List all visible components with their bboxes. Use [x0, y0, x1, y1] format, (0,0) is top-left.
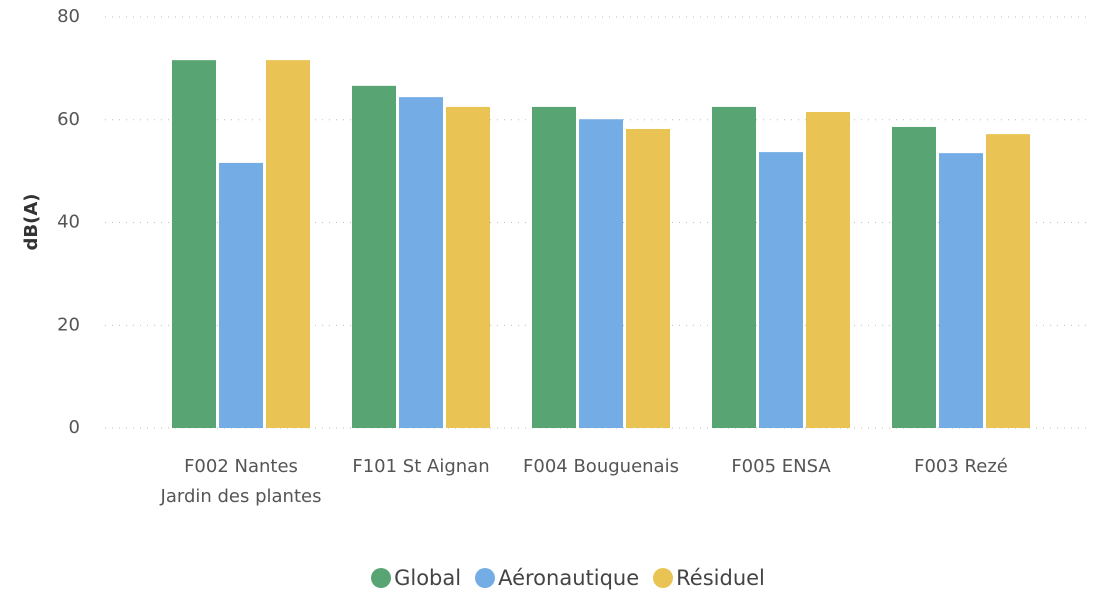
bar	[759, 152, 803, 428]
x-tick-label: F005 ENSA	[731, 456, 831, 477]
y-axis-label: dB(A)	[21, 194, 42, 251]
bar	[892, 126, 936, 428]
legend-marker	[475, 568, 496, 588]
x-tick-label: F101 St Aignan	[352, 456, 490, 477]
legend: Global Aéronautique Résiduel	[0, 566, 1096, 590]
bar	[532, 106, 576, 428]
bar	[626, 128, 670, 428]
x-tick-label: F002 Nantes Jardin des plantes	[160, 456, 322, 507]
legend-marker	[371, 568, 392, 588]
legend-item: Résiduel	[653, 566, 765, 590]
y-tick-label: 60	[57, 109, 80, 130]
legend-label: Global	[394, 566, 462, 590]
y-tick-label: 0	[69, 417, 80, 438]
legend-label: Résiduel	[676, 566, 765, 590]
legend-marker	[653, 568, 674, 588]
x-tick-label: F003 Rezé	[914, 456, 1008, 477]
bar	[446, 106, 490, 428]
legend-item: Global	[371, 566, 461, 590]
bar	[399, 97, 443, 429]
y-tick-label: 20	[57, 314, 80, 335]
bar	[806, 112, 850, 428]
bar	[219, 162, 263, 428]
bar	[579, 119, 623, 428]
bar	[986, 134, 1030, 428]
x-tick-label: F004 Bouguenais	[523, 456, 679, 477]
bar	[939, 153, 983, 429]
bar	[266, 60, 310, 428]
bar	[712, 106, 756, 428]
y-tick-label: 40	[57, 212, 80, 233]
bar	[352, 85, 396, 428]
bar	[172, 60, 216, 428]
y-tick-label: 80	[57, 6, 80, 27]
legend-label: Aéronautique	[498, 566, 640, 590]
legend-item: Aéronautique	[475, 566, 639, 590]
